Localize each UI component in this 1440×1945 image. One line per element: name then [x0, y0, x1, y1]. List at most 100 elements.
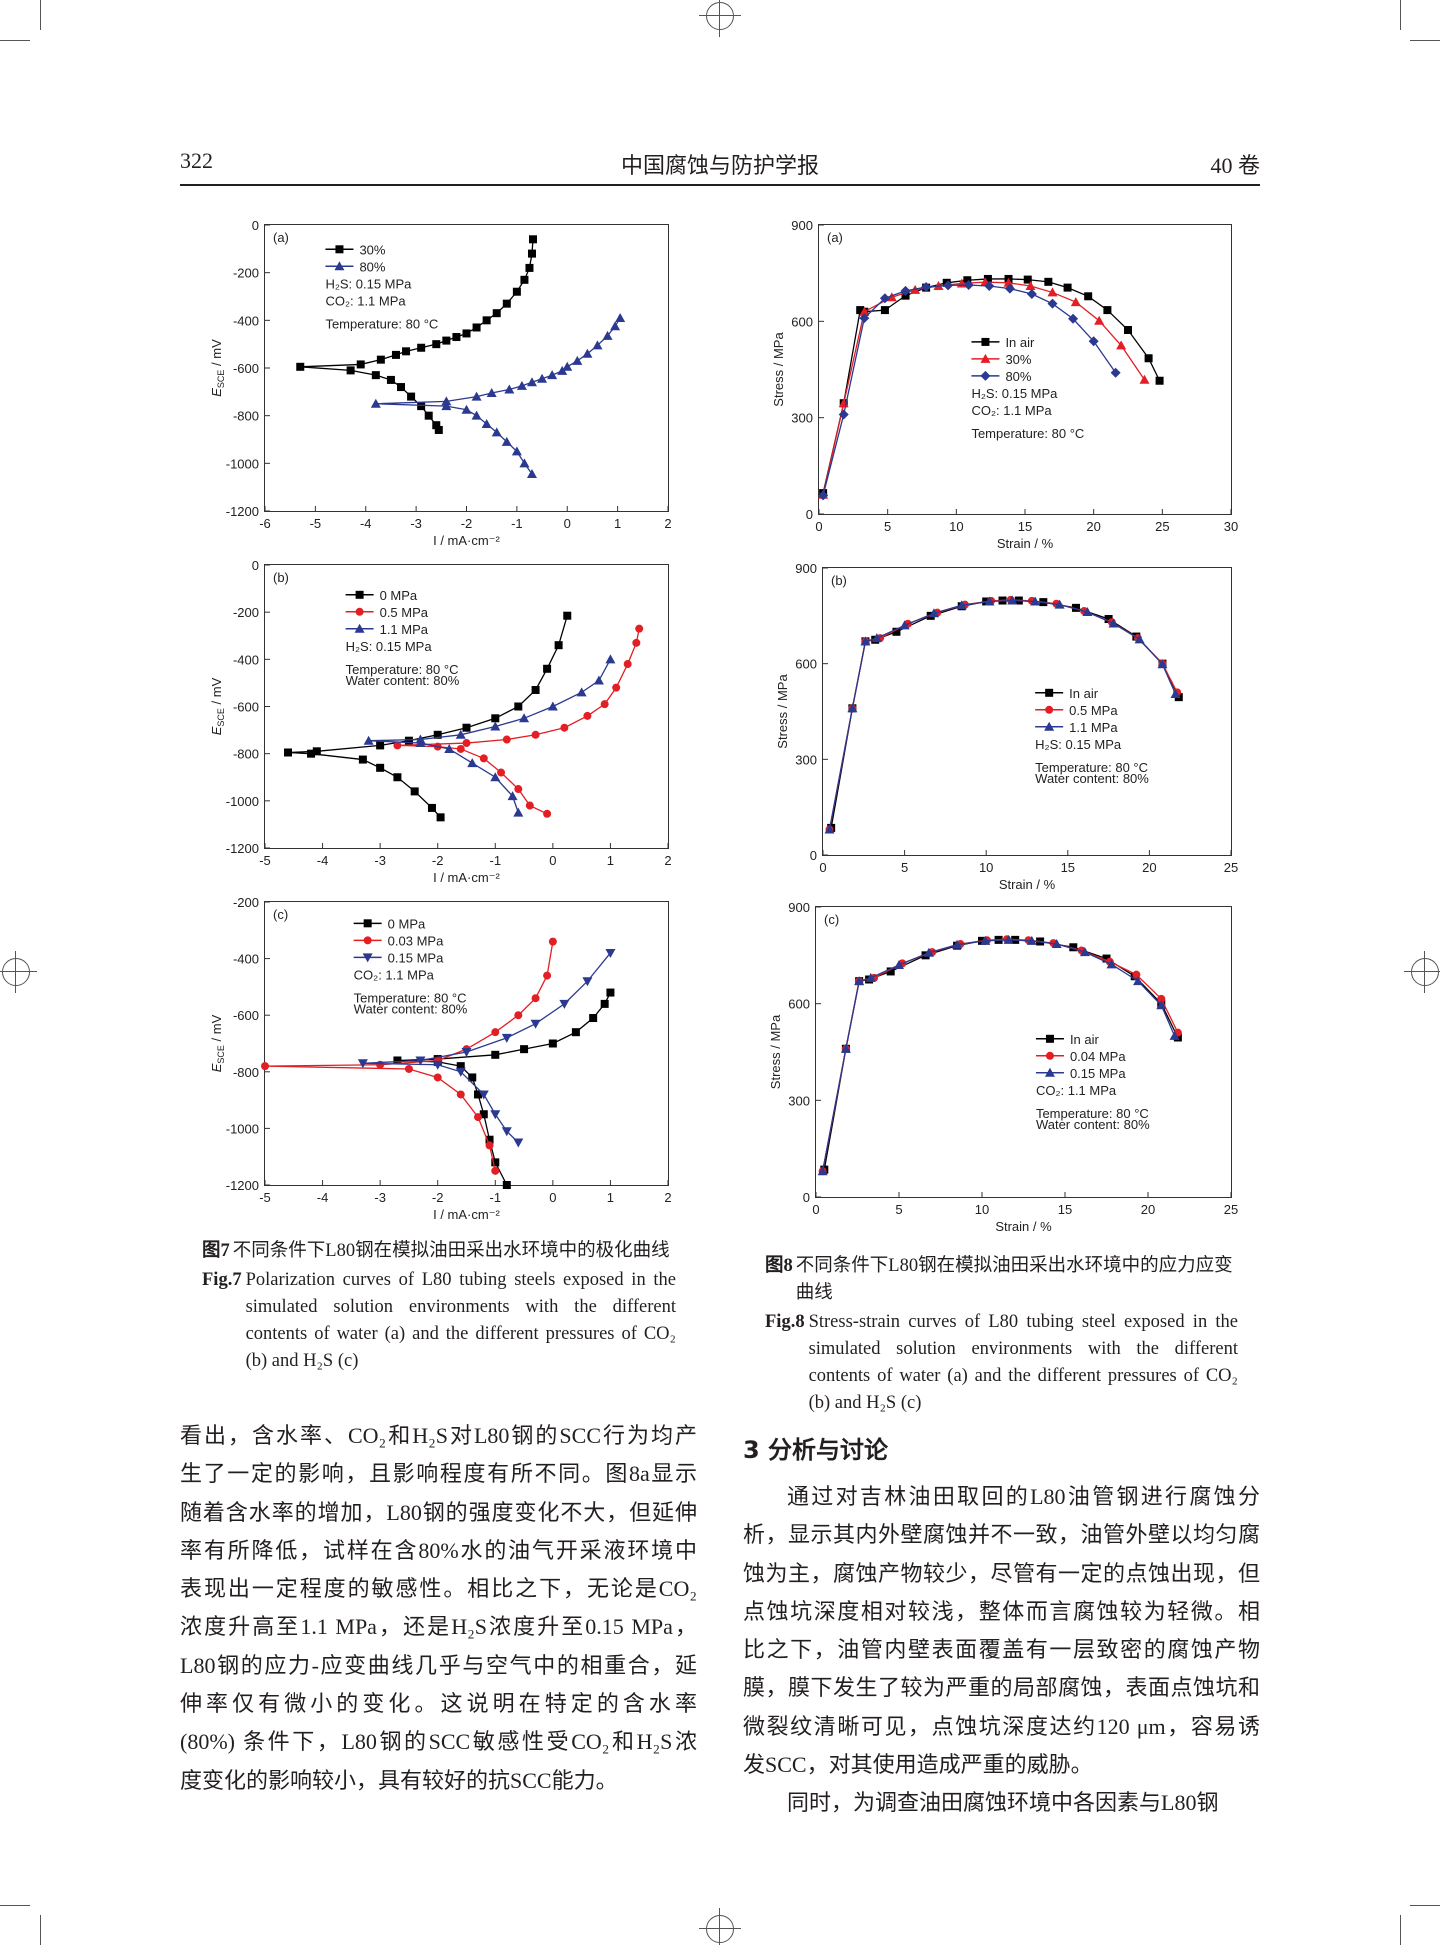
x-tick-label: 0 — [812, 1202, 819, 1217]
series-80- — [818, 280, 1121, 501]
data-point — [284, 748, 293, 757]
y-axis-label: Stress / MPa — [768, 1014, 783, 1089]
x-tick-label: 5 — [884, 519, 891, 534]
data-point — [520, 1045, 529, 1054]
legend-label: 0 MPa — [388, 916, 426, 931]
data-point — [525, 263, 534, 272]
data-point — [1004, 283, 1015, 294]
data-point — [880, 306, 889, 315]
data-point — [559, 999, 570, 1009]
data-point — [507, 791, 518, 801]
legend-label: In air — [1070, 1032, 1100, 1047]
figure-7-caption: 图7 不同条件下L80钢在模拟油田采出水环境中的极化曲线 Fig.7 Polariz… — [202, 1238, 676, 1375]
x-tick-label: -2 — [432, 1190, 444, 1205]
data-point — [1044, 277, 1053, 286]
data-point — [433, 730, 442, 739]
data-point — [547, 701, 558, 711]
data-point — [427, 803, 436, 812]
data-point — [980, 935, 991, 945]
data-point — [434, 425, 443, 434]
data-point — [605, 948, 616, 958]
x-tick-label: -1 — [490, 853, 502, 868]
data-point — [1106, 959, 1117, 969]
chart-annotation: Temperature: 80 °C — [354, 990, 467, 1005]
data-point — [892, 627, 901, 636]
x-tick-label: 20 — [1142, 860, 1156, 875]
data-point — [356, 360, 365, 369]
data-point — [537, 373, 548, 383]
data-point — [543, 809, 552, 818]
data-point — [1139, 374, 1150, 384]
legend-label: In air — [1069, 686, 1099, 701]
text-line: 发SCC，对其使用造成严重的威胁。 — [743, 1752, 1093, 1778]
data-point — [514, 785, 523, 794]
series-30- — [296, 235, 537, 434]
text-line: 膜，膜下发生了较为严重的局部腐蚀，表面点蚀坑和 — [743, 1675, 1260, 1701]
y-tick-label: 300 — [788, 1093, 810, 1108]
x-tick-label: -4 — [317, 853, 329, 868]
panel-label: (a) — [273, 230, 289, 245]
data-point — [592, 340, 603, 350]
y-tick-label: 0 — [806, 507, 813, 522]
data-point — [525, 801, 534, 810]
data-point — [513, 807, 524, 817]
data-point — [612, 683, 621, 692]
chart-annotation: Temperature: 80 °C — [346, 662, 459, 677]
series-0-15-MPa — [817, 934, 1180, 1176]
text-line: 浓度升高至1.1 MPa，还是H₂S浓度升至0.15 MPa， — [180, 1614, 697, 1640]
text-line: 生了一定的影响，且影响程度有所不同。图8a显示 — [180, 1461, 697, 1487]
data-point — [571, 1028, 580, 1037]
data-point — [471, 391, 482, 401]
y-axis-label: ESCE / mV — [209, 339, 226, 397]
series-80- — [370, 312, 626, 479]
data-point — [900, 285, 911, 296]
text-line: 点蚀坑深度相对较浅，整体而言腐蚀较为轻微。相 — [743, 1598, 1260, 1624]
data-point — [1071, 603, 1080, 612]
page-number: 322 — [180, 148, 213, 173]
data-point — [456, 1062, 465, 1071]
data-point — [485, 1135, 494, 1144]
y-tick-label: -1000 — [226, 456, 259, 471]
data-point — [984, 281, 995, 292]
data-point — [531, 994, 540, 1003]
legend-marker — [355, 590, 364, 599]
data-point — [1068, 313, 1079, 324]
y-tick-label: 0 — [810, 848, 817, 863]
data-point — [606, 988, 615, 997]
text-line: 同时，为调查油田腐蚀环境中各因素与L80钢 — [787, 1790, 1219, 1816]
data-point — [1124, 326, 1132, 335]
data-point — [376, 741, 385, 750]
data-point — [417, 343, 426, 352]
data-point — [531, 685, 540, 694]
x-tick-label: 2 — [664, 516, 671, 531]
legend-marker — [1044, 721, 1055, 731]
data-point — [479, 754, 488, 763]
caption-cn-label: 图7 — [202, 1241, 230, 1261]
data-point — [1047, 298, 1058, 309]
caption-en-text: Polarization curves of L80 tubing steels… — [245, 1270, 676, 1371]
legend-marker — [363, 919, 372, 928]
panel-label: (a) — [827, 230, 843, 245]
data-point — [511, 446, 522, 456]
chart-svg: -5 -4 -3 -2 -1 0 1 2 -1200 -1000 -800 -600 -400 -200 0… — [209, 558, 672, 885]
section-heading: 3 分析与讨论 — [743, 1436, 889, 1464]
y-tick-label: -200 — [233, 605, 259, 620]
data-point — [474, 1090, 483, 1099]
text-line: 率有所降低，试样在含80%水的油气开采液环境中 — [180, 1537, 697, 1563]
data-point — [600, 999, 609, 1008]
data-point — [386, 375, 395, 384]
crop-mark — [40, 0, 41, 30]
data-point — [1156, 1000, 1167, 1010]
y-tick-label: 900 — [788, 900, 810, 915]
chart-annotation: Temperature: 80 °C — [1036, 1106, 1149, 1121]
y-tick-label: -800 — [233, 1065, 259, 1080]
data-point — [393, 741, 402, 750]
chart-annotation: Temperature: 80 °C — [971, 426, 1084, 441]
y-axis-label: Stress / MPa — [771, 332, 786, 407]
data-point — [468, 1073, 477, 1082]
x-tick-label: 0 — [819, 860, 826, 875]
legend-marker — [354, 623, 365, 633]
data-point — [1116, 340, 1127, 350]
chart-annotation: H₂S: 0.15 MPa — [1035, 737, 1122, 752]
data-point — [482, 316, 491, 325]
